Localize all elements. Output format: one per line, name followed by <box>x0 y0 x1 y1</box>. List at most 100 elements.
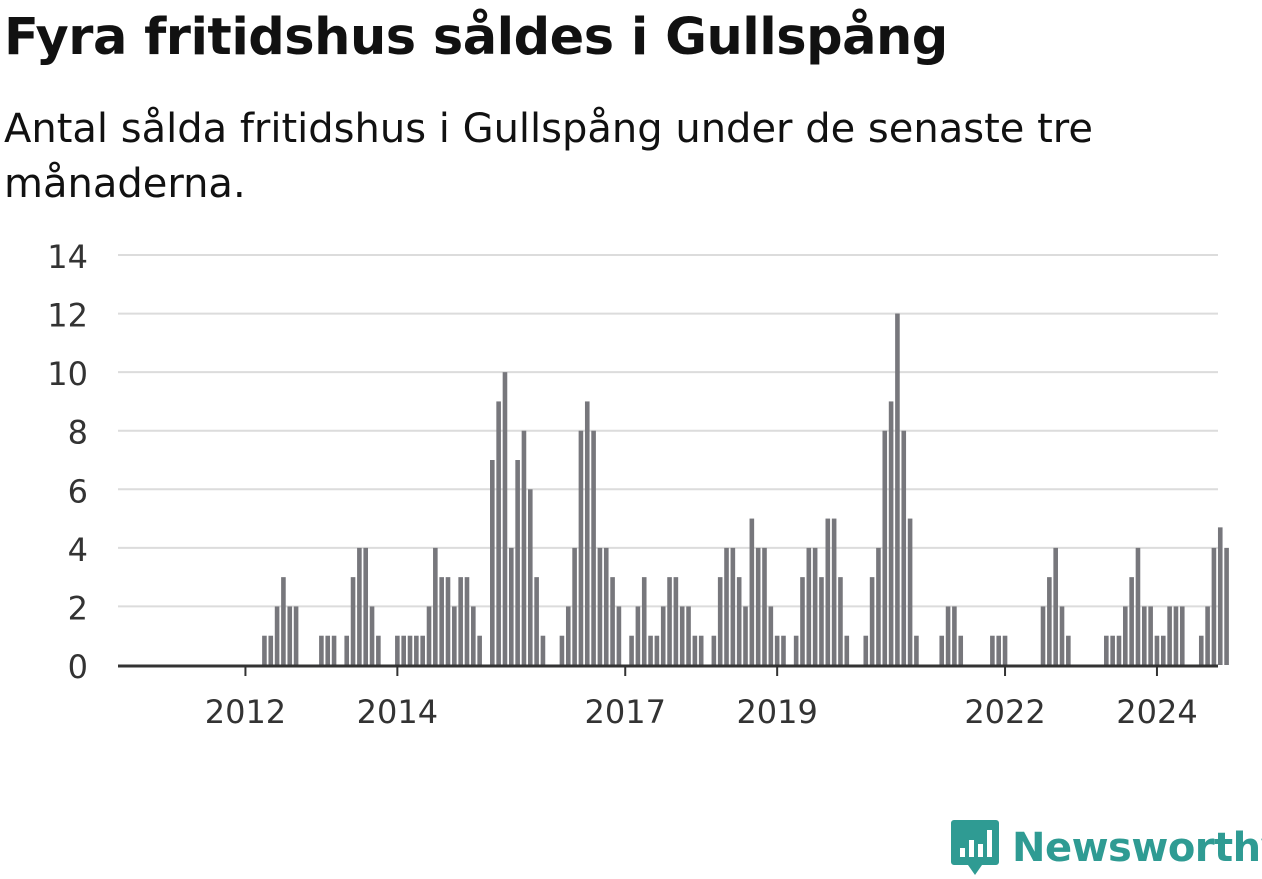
bar <box>755 547 761 665</box>
bar <box>565 606 571 665</box>
bar <box>445 577 451 665</box>
bar <box>452 606 457 665</box>
bar <box>901 430 907 665</box>
newsworthy-logo: Newsworthy <box>950 818 1262 878</box>
bar <box>698 635 704 665</box>
bar <box>534 577 539 665</box>
bar <box>515 460 520 665</box>
bar <box>743 606 748 665</box>
y-tick-label: 8 <box>68 414 88 452</box>
bar <box>888 401 894 665</box>
bar <box>730 547 736 665</box>
bar <box>496 401 501 665</box>
bar <box>793 635 799 665</box>
y-tick-label: 6 <box>68 472 88 510</box>
bar <box>433 547 438 665</box>
bar <box>635 606 641 665</box>
bar <box>584 401 590 665</box>
bar <box>350 577 356 665</box>
y-tick-label: 14 <box>47 238 88 276</box>
bar <box>838 577 843 665</box>
bar <box>939 635 945 665</box>
bar <box>762 547 767 665</box>
bar <box>395 635 400 665</box>
bar-chart: 0 2 4 6 8 10 12 14 2012 2014 2017 2019 2022 2024 4 <box>47 230 1244 731</box>
brand-name: Newsworthy <box>1012 825 1262 871</box>
bar <box>945 606 951 665</box>
bar <box>439 577 444 665</box>
bar <box>502 372 508 665</box>
bar <box>641 577 647 665</box>
bar <box>895 313 900 665</box>
bar <box>952 606 957 665</box>
bar <box>812 547 818 665</box>
bar <box>420 635 425 665</box>
bar <box>1205 606 1210 665</box>
bar <box>736 577 742 665</box>
bar <box>1135 547 1141 665</box>
bar <box>287 606 293 665</box>
bar <box>958 635 964 665</box>
y-tick-label: 2 <box>68 589 88 627</box>
bar <box>686 606 691 665</box>
x-tick-label: 2014 <box>357 693 438 731</box>
bar <box>724 547 729 665</box>
bar <box>863 635 869 665</box>
bar <box>572 547 577 665</box>
bar <box>869 577 875 665</box>
bar <box>1173 606 1179 665</box>
bar <box>1217 527 1223 665</box>
bar <box>1002 635 1008 665</box>
bar <box>344 635 350 665</box>
bar <box>768 606 774 665</box>
bar <box>800 577 805 665</box>
bar <box>1116 635 1122 665</box>
bar <box>831 518 837 665</box>
bar <box>1148 606 1153 665</box>
bar <box>540 635 546 665</box>
bar <box>319 635 324 665</box>
bar <box>274 606 280 665</box>
bar <box>1129 577 1134 665</box>
x-axis-ticks: 2012 2014 2017 2019 2022 2024 <box>205 666 1198 731</box>
bar <box>616 606 622 665</box>
bar <box>996 635 1002 665</box>
bar <box>1224 547 1229 665</box>
bar <box>325 635 331 665</box>
bar <box>426 606 432 665</box>
bar <box>490 460 495 665</box>
bar <box>1179 606 1185 665</box>
bar <box>774 635 780 665</box>
bar <box>667 577 672 665</box>
y-tick-label: 12 <box>47 297 88 335</box>
bar <box>293 606 299 665</box>
bar <box>717 577 723 665</box>
bar <box>262 635 267 665</box>
bar <box>578 430 584 665</box>
bar <box>907 518 913 665</box>
bar <box>914 635 919 665</box>
bar <box>363 547 369 665</box>
y-tick-label: 10 <box>47 355 88 393</box>
bar <box>781 635 786 665</box>
annotations: 4 <box>1222 230 1244 239</box>
bar <box>1123 606 1128 665</box>
bar <box>819 577 824 665</box>
bar <box>654 635 660 665</box>
data-label: 4 <box>1222 230 1244 239</box>
bar <box>597 547 603 665</box>
bar <box>369 606 375 665</box>
grid-lines <box>118 254 1218 608</box>
bar <box>603 547 609 665</box>
bar <box>1047 577 1052 665</box>
y-axis-ticks: 0 2 4 6 8 10 12 14 <box>47 238 88 686</box>
bar <box>1066 635 1071 665</box>
chart-subtitle: Antal sålda fritidshus i Gullspång under… <box>4 106 1093 207</box>
bar <box>610 577 615 665</box>
bar <box>679 606 685 665</box>
bar <box>1104 635 1109 665</box>
bar <box>876 547 881 665</box>
bar <box>882 430 888 665</box>
bar <box>660 606 666 665</box>
bar <box>825 518 831 665</box>
